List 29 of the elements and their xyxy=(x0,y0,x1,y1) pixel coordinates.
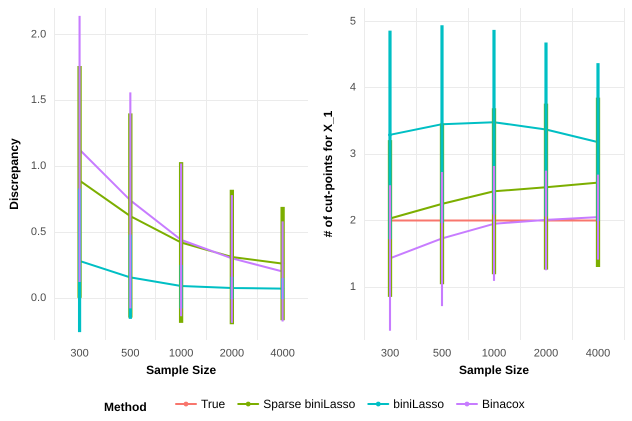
y-tick-label: 1 xyxy=(350,280,356,293)
y-axis-title: # of cut-points for X_1 xyxy=(321,110,335,238)
y-axis-title: Discrepancy xyxy=(7,138,21,210)
legend-label: Sparse biniLasso xyxy=(263,397,356,411)
legend-label: True xyxy=(201,397,226,411)
y-tick-label: 3 xyxy=(350,148,356,160)
y-tick-label: 2 xyxy=(350,214,356,226)
x-tick-label: 4000 xyxy=(270,348,295,360)
y-tick-label: 1.0 xyxy=(30,160,46,172)
x-tick-label: 1000 xyxy=(482,348,506,360)
x-axis-title: Sample Size xyxy=(458,362,530,377)
y-tick-label: 5 xyxy=(350,15,356,28)
x-tick-label: 300 xyxy=(380,348,400,360)
y-tick-label: 1.5 xyxy=(30,94,46,106)
legend-label: Binacox xyxy=(482,397,525,411)
x-axis-title: Sample Size xyxy=(146,362,216,377)
y-tick-label: 4 xyxy=(350,82,356,94)
y-tick-label: 0.0 xyxy=(30,292,46,304)
x-tick-label: 300 xyxy=(70,348,89,360)
legend-title: Method xyxy=(104,400,147,414)
y-tick-label: 0.5 xyxy=(30,226,46,238)
x-tick-label: 500 xyxy=(432,348,452,360)
y-tick-label: 2.0 xyxy=(30,28,46,40)
legend-label: biniLasso xyxy=(393,397,444,411)
x-tick-label: 1000 xyxy=(168,348,194,360)
x-tick-label: 2000 xyxy=(220,348,244,360)
x-tick-label: 2000 xyxy=(534,348,558,360)
x-tick-label: 500 xyxy=(121,348,140,360)
x-tick-label: 4000 xyxy=(586,348,610,360)
